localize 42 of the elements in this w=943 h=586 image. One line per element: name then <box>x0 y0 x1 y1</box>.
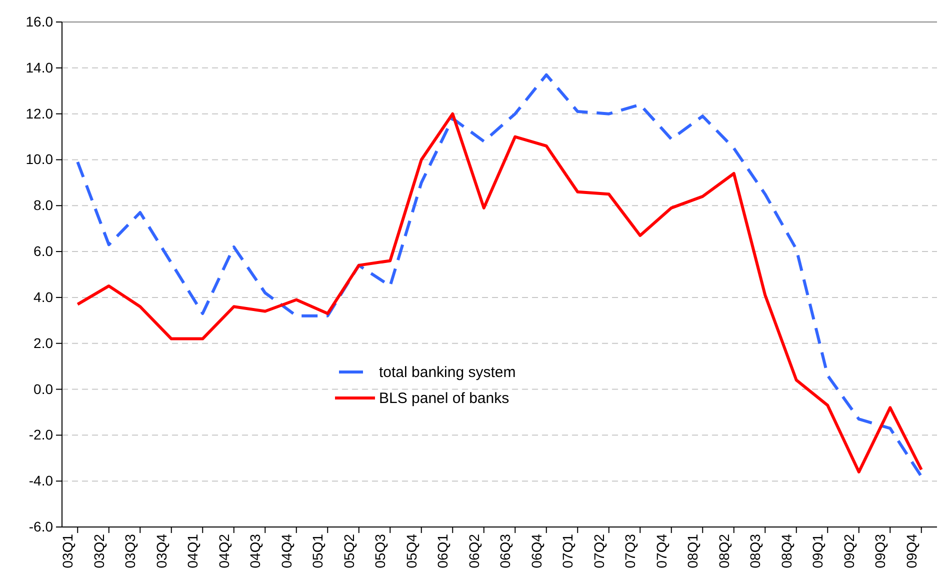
legend-label: total banking system <box>379 364 516 381</box>
legend-label: BLS panel of banks <box>379 390 510 407</box>
x-tick-label: 08Q1 <box>684 534 701 568</box>
x-tick-label: 09Q1 <box>810 534 826 568</box>
x-tick-label: 03Q3 <box>122 534 138 568</box>
x-tick-label: 05Q2 <box>340 534 357 568</box>
x-tick-label: 04Q3 <box>247 534 264 568</box>
x-tick-label: 04Q1 <box>184 534 201 568</box>
x-tick-label: 08Q4 <box>778 534 794 568</box>
y-tick-label: 0.0 <box>34 380 54 397</box>
x-tick-label: 03Q1 <box>60 534 76 568</box>
x-tick-label: 03Q4 <box>153 534 170 568</box>
y-tick-label: 12.0 <box>26 105 54 122</box>
x-tick-label: 06Q3 <box>497 534 514 568</box>
y-tick-label: 10.0 <box>26 151 54 168</box>
x-tick-label: 07Q2 <box>590 534 607 568</box>
x-tick-label: 09Q3 <box>872 534 888 568</box>
y-tick-label: 8.0 <box>34 197 54 214</box>
y-tick-label: 16.0 <box>26 13 54 30</box>
y-tick-label: -4.0 <box>28 472 54 489</box>
x-tick-label: 07Q4 <box>653 534 670 568</box>
x-tick-label: 04Q2 <box>216 534 232 568</box>
x-tick-label: 09Q2 <box>840 534 857 568</box>
x-tick-label: 05Q4 <box>403 534 420 568</box>
y-tick-label: 6.0 <box>34 243 54 260</box>
x-tick-label: 05Q3 <box>372 534 388 568</box>
x-tick-label: 04Q4 <box>278 534 294 568</box>
x-tick-label: 06Q4 <box>528 534 544 568</box>
y-tick-label: -6.0 <box>28 518 54 534</box>
y-tick-label: 4.0 <box>34 288 54 305</box>
x-tick-label: 06Q1 <box>434 534 451 568</box>
y-tick-label: 14.0 <box>26 59 54 76</box>
x-tick-label: 05Q1 <box>310 534 326 568</box>
x-tick-label: 07Q3 <box>622 534 638 568</box>
x-tick-label: 08Q2 <box>716 534 732 568</box>
x-tick-label: 08Q3 <box>747 534 764 568</box>
x-tick-label: 09Q4 <box>903 534 920 568</box>
x-tick-label: 03Q2 <box>90 534 107 568</box>
y-tick-label: 2.0 <box>34 334 54 351</box>
y-tick-label: -2.0 <box>28 426 54 443</box>
x-tick-label: 06Q2 <box>466 534 482 568</box>
x-tick-label: 07Q1 <box>560 534 576 568</box>
